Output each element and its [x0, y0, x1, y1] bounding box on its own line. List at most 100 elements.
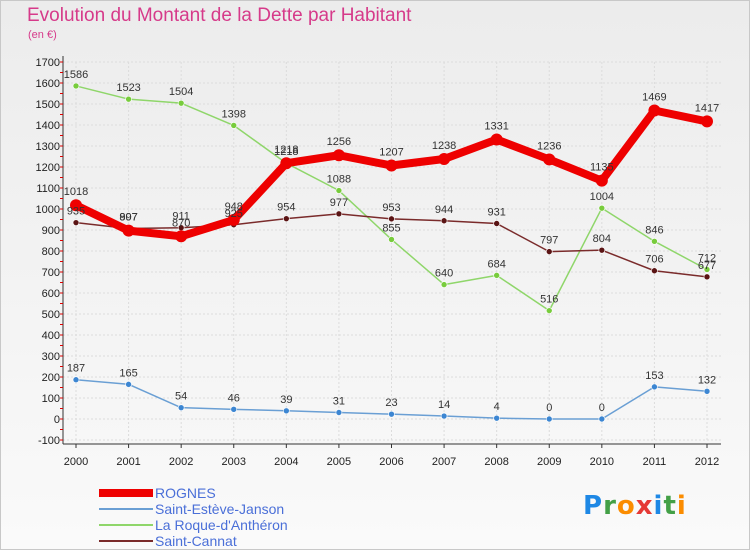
data-label: 907: [119, 212, 137, 224]
data-point: [701, 115, 713, 128]
data-point: [545, 248, 553, 255]
data-point: [175, 230, 188, 243]
data-point: [227, 213, 240, 226]
data-point: [177, 404, 185, 411]
data-point: [335, 409, 343, 416]
y-tick-label: 200: [42, 372, 60, 384]
y-tick-label: 1200: [36, 162, 60, 174]
series-group: [70, 82, 713, 423]
legend-swatch: [99, 524, 153, 526]
data-label: 911: [172, 211, 190, 223]
data-point: [438, 153, 451, 166]
legend-label: La Roque-d'Anthéron: [155, 517, 288, 533]
y-tick-label: 900: [42, 225, 60, 237]
x-tick-label: 2010: [590, 456, 614, 468]
data-label: 1218: [274, 146, 298, 158]
data-point: [648, 104, 661, 117]
data-point: [177, 99, 185, 107]
data-label: 132: [698, 374, 716, 386]
data-point: [493, 414, 500, 422]
data-point: [70, 199, 82, 212]
x-tick-label: 2009: [537, 456, 561, 468]
data-label: 187: [67, 363, 85, 375]
data-point: [545, 415, 553, 423]
y-tick-label: 0: [54, 414, 60, 426]
x-tick-label: 2008: [484, 456, 508, 468]
data-label: 1088: [327, 174, 351, 186]
data-label: 846: [645, 224, 663, 236]
data-point: [122, 224, 135, 237]
y-tick-label: 1000: [36, 204, 60, 216]
data-label: 46: [228, 392, 240, 404]
data-point: [543, 153, 556, 166]
data-point: [125, 381, 132, 388]
data-label: 925: [225, 208, 243, 220]
x-tick-label: 2000: [64, 456, 88, 468]
data-point: [545, 307, 553, 314]
legend-label: ROGNES: [155, 485, 216, 501]
legend-swatch: [99, 540, 153, 542]
data-label: 31: [333, 395, 345, 407]
data-label: 0: [599, 402, 605, 414]
data-label: 165: [119, 367, 137, 379]
y-tick-label: 700: [42, 267, 60, 279]
data-label: 977: [330, 197, 348, 209]
data-point: [125, 95, 132, 103]
y-tick-label: 1700: [36, 57, 60, 69]
data-point: [493, 220, 500, 227]
data-point: [598, 246, 606, 254]
data-label: 897: [119, 212, 137, 224]
logo-letter: t: [663, 491, 677, 521]
data-label: 1256: [327, 136, 351, 148]
data-label: 804: [593, 233, 611, 245]
data-point: [230, 406, 238, 413]
legend-label: Saint-Cannat: [155, 533, 237, 549]
data-label: 39: [280, 394, 292, 406]
data-point: [72, 376, 80, 384]
data-point: [335, 187, 343, 194]
x-tick-label: 2001: [116, 456, 140, 468]
data-label: 4: [494, 401, 500, 413]
data-label: 640: [435, 268, 453, 280]
data-label: 1417: [695, 102, 719, 114]
data-label: 1004: [590, 191, 614, 203]
data-point: [385, 159, 398, 172]
y-tick-label: 300: [42, 351, 60, 363]
data-point: [490, 133, 503, 146]
data-label: 855: [382, 222, 400, 234]
x-tick-label: 2002: [169, 456, 193, 468]
legend-swatch: [99, 489, 153, 497]
data-labels: 187 165 54 46 39 31 23 14 4 0 0 153 132 1586 1523 1504 1…: [64, 69, 719, 414]
data-point: [440, 281, 448, 288]
data-label: 23: [385, 397, 397, 409]
data-point: [72, 219, 80, 226]
y-tick-label: 1600: [36, 78, 60, 90]
y-tick-label: 400: [42, 330, 60, 342]
data-point: [598, 204, 606, 212]
data-label: 948: [225, 201, 243, 213]
data-point: [230, 122, 238, 129]
data-label: 935: [67, 206, 85, 218]
data-label: 54: [175, 391, 187, 403]
data-label: 0: [546, 402, 552, 414]
logo-letter: P: [583, 491, 604, 521]
data-label: 1586: [64, 69, 88, 81]
legend-swatch: [99, 508, 153, 510]
data-point: [651, 238, 658, 245]
data-label: 870: [172, 217, 190, 229]
grid: [63, 61, 721, 441]
data-label: 944: [435, 204, 453, 216]
data-point: [598, 415, 606, 423]
data-label: 1236: [537, 140, 561, 152]
data-label: 1331: [484, 120, 508, 132]
axes: -100010020030040050060070080090010001100…: [36, 56, 721, 468]
data-point: [388, 236, 395, 243]
logo-letter: x: [635, 491, 654, 521]
logo-letter: o: [616, 491, 636, 521]
data-label: 684: [487, 258, 505, 270]
x-tick-label: 2005: [327, 456, 351, 468]
data-label: 712: [698, 252, 716, 264]
data-point: [388, 215, 395, 223]
y-tick-label: 1400: [36, 120, 60, 132]
